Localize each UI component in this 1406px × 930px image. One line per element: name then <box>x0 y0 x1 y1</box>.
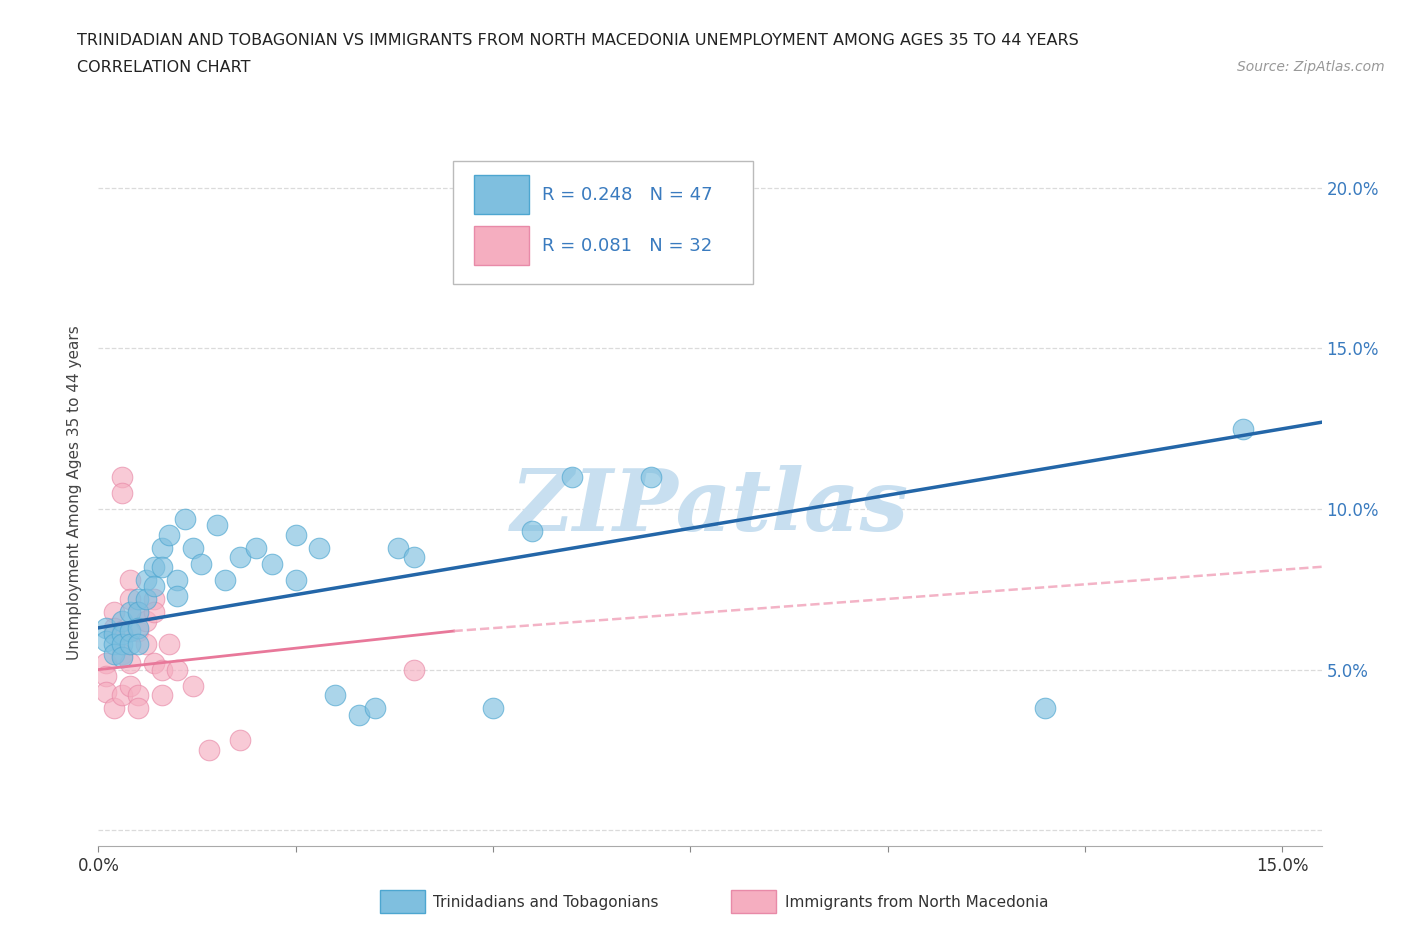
Point <box>103 700 125 715</box>
Point <box>118 656 141 671</box>
Point <box>103 604 125 619</box>
Point <box>96 633 118 648</box>
Y-axis label: Unemployment Among Ages 35 to 44 years: Unemployment Among Ages 35 to 44 years <box>67 326 83 660</box>
Point <box>142 559 165 574</box>
Point <box>118 678 141 693</box>
Point <box>103 620 125 635</box>
Point <box>111 614 134 629</box>
Point <box>142 604 165 619</box>
Point <box>96 684 118 699</box>
Point <box>284 572 307 587</box>
Point <box>387 540 409 555</box>
Bar <box>474 226 529 265</box>
Point <box>142 578 165 593</box>
Text: R = 0.248   N = 47: R = 0.248 N = 47 <box>543 186 713 204</box>
Point <box>142 591 165 606</box>
Point <box>111 624 134 639</box>
Text: TRINIDADIAN AND TOBAGONIAN VS IMMIGRANTS FROM NORTH MACEDONIA UNEMPLOYMENT AMONG: TRINIDADIAN AND TOBAGONIAN VS IMMIGRANTS… <box>77 33 1078 47</box>
Bar <box>474 175 529 214</box>
Point <box>111 485 134 500</box>
Point <box>135 591 157 606</box>
Point <box>150 559 173 574</box>
Point <box>127 700 149 715</box>
Point <box>127 591 149 606</box>
Point <box>363 700 385 715</box>
Point <box>198 742 221 757</box>
Point <box>127 624 149 639</box>
Point <box>181 540 204 555</box>
Point <box>1035 700 1057 715</box>
Point <box>229 550 252 565</box>
Point <box>111 627 134 642</box>
Point <box>404 662 426 677</box>
Point <box>127 636 149 651</box>
Point <box>103 646 125 661</box>
Point <box>308 540 330 555</box>
Point <box>135 636 157 651</box>
Point <box>135 614 157 629</box>
Text: R = 0.081   N = 32: R = 0.081 N = 32 <box>543 236 713 255</box>
Point <box>284 527 307 542</box>
Point <box>1232 421 1254 436</box>
Point <box>214 572 236 587</box>
Point <box>111 688 134 703</box>
Text: CORRELATION CHART: CORRELATION CHART <box>77 60 250 75</box>
Point <box>561 470 583 485</box>
Point <box>127 688 149 703</box>
Point <box>404 550 426 565</box>
Point <box>245 540 267 555</box>
Point <box>159 636 181 651</box>
Point <box>118 636 141 651</box>
Point <box>127 604 149 619</box>
Point <box>640 470 662 485</box>
Point <box>260 556 283 571</box>
Point <box>159 527 181 542</box>
Point <box>118 624 141 639</box>
Text: Source: ZipAtlas.com: Source: ZipAtlas.com <box>1237 60 1385 74</box>
Point <box>522 524 544 538</box>
Point <box>96 656 118 671</box>
Point <box>135 572 157 587</box>
Point <box>118 572 141 587</box>
Point <box>166 572 188 587</box>
Point <box>166 589 188 604</box>
Text: Trinidadians and Tobagonians: Trinidadians and Tobagonians <box>433 895 658 910</box>
Point <box>103 627 125 642</box>
Point <box>118 604 141 619</box>
Point <box>127 620 149 635</box>
Point <box>229 733 252 748</box>
Point <box>103 636 125 651</box>
Point <box>150 688 173 703</box>
Point <box>96 669 118 684</box>
Point <box>118 591 141 606</box>
Point <box>205 518 228 533</box>
Text: ZIPatlas: ZIPatlas <box>510 465 910 549</box>
Point <box>127 604 149 619</box>
FancyBboxPatch shape <box>453 161 752 285</box>
Point <box>166 662 188 677</box>
Point <box>150 540 173 555</box>
Point <box>174 512 197 526</box>
Point <box>347 707 370 722</box>
Point <box>111 646 134 661</box>
Point <box>323 688 346 703</box>
Point <box>111 470 134 485</box>
Point <box>96 620 118 635</box>
Point <box>482 700 505 715</box>
Point <box>181 678 204 693</box>
Point <box>142 656 165 671</box>
Point <box>190 556 212 571</box>
Point <box>111 649 134 664</box>
Text: Immigrants from North Macedonia: Immigrants from North Macedonia <box>785 895 1047 910</box>
Point <box>150 662 173 677</box>
Point <box>111 636 134 651</box>
